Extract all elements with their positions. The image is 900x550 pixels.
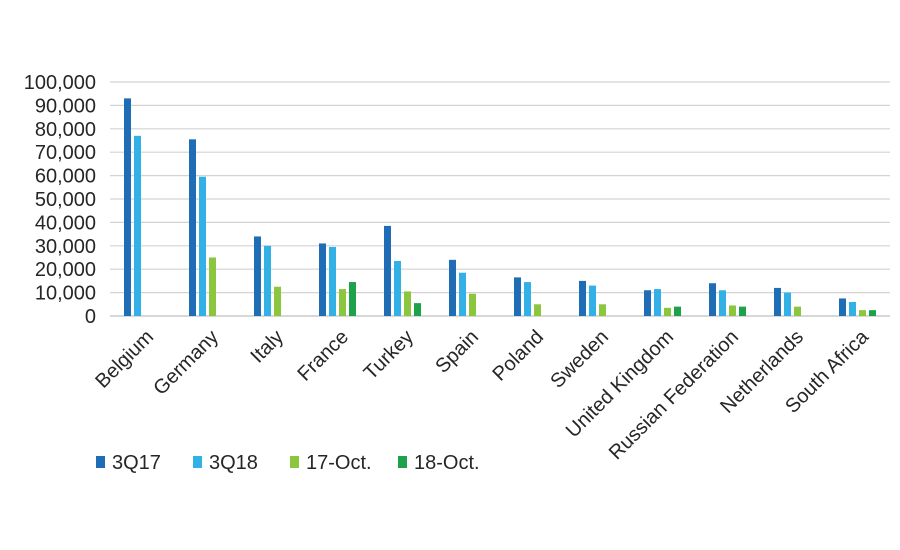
bar-17-oct-france (339, 289, 346, 316)
y-tick-label: 70,000 (35, 142, 96, 164)
bar-18-oct-russian-federation (739, 306, 746, 316)
bar-3q18-sweden (589, 285, 596, 316)
y-axis-tick-labels: 010,00020,00030,00040,00050,00060,00070,… (24, 72, 96, 328)
bar-3q18-germany (199, 176, 206, 316)
bar-3q18-turkey (394, 261, 401, 316)
bars (124, 98, 876, 316)
y-tick-label: 30,000 (35, 236, 96, 258)
bar-17-oct-russian-federation (729, 305, 736, 316)
bar-17-oct-spain (469, 293, 476, 316)
y-tick-label: 20,000 (35, 259, 96, 281)
bar-3q18-united-kingdom (654, 289, 661, 316)
bar-3q17-italy (254, 236, 261, 316)
bar-3q17-netherlands (774, 287, 781, 316)
y-tick-label: 0 (85, 306, 96, 328)
y-tick-label: 90,000 (35, 95, 96, 117)
bar-3q18-south-africa (849, 301, 856, 316)
legend-swatch (193, 456, 202, 468)
bar-17-oct-germany (209, 257, 216, 316)
bar-3q17-germany (189, 139, 196, 316)
x-category-label: France (293, 326, 353, 386)
bar-17-oct-south-africa (859, 310, 866, 316)
x-category-label: Spain (431, 326, 483, 378)
y-tick-label: 50,000 (35, 189, 96, 211)
y-tick-label: 100,000 (24, 72, 96, 94)
x-category-label: Germany (149, 326, 223, 400)
bar-18-oct-south-africa (869, 310, 876, 316)
y-tick-label: 60,000 (35, 166, 96, 188)
bar-3q17-russian-federation (709, 283, 716, 316)
bar-17-oct-italy (274, 286, 281, 316)
legend-label: 17-Oct. (306, 452, 372, 474)
y-tick-label: 10,000 (35, 283, 96, 305)
bar-17-oct-netherlands (794, 306, 801, 316)
bar-3q18-france (329, 246, 336, 316)
x-category-label: Turkey (360, 326, 418, 384)
bar-17-oct-united-kingdom (664, 307, 671, 316)
bar-18-oct-turkey (414, 303, 421, 316)
bar-18-oct-united-kingdom (674, 306, 681, 316)
x-category-label: Belgium (91, 326, 158, 393)
legend: 3Q17 3Q18 17-Oct. 18-Oct. (96, 452, 480, 474)
y-tick-label: 80,000 (35, 119, 96, 141)
bar-3q17-france (319, 243, 326, 316)
bar-3q18-netherlands (784, 292, 791, 316)
legend-swatch (290, 456, 299, 468)
bar-3q17-turkey (384, 225, 391, 316)
bar-3q17-spain (449, 259, 456, 316)
bar-3q18-italy (264, 245, 271, 316)
bar-3q18-poland (524, 282, 531, 316)
bar-3q18-russian-federation (719, 290, 726, 316)
legend-label: 18-Oct. (414, 452, 480, 474)
bar-3q17-south-africa (839, 298, 846, 316)
bar-3q18-belgium (134, 135, 141, 316)
legend-label: 3Q18 (209, 452, 258, 474)
bar-3q17-belgium (124, 98, 131, 316)
legend-label: 3Q17 (112, 452, 161, 474)
legend-swatch (398, 456, 407, 468)
bar-3q17-poland (514, 277, 521, 316)
bar-17-oct-sweden (599, 304, 606, 316)
x-category-label: Italy (247, 326, 288, 367)
bar-17-oct-turkey (404, 291, 411, 316)
gridlines (110, 81, 890, 317)
x-category-label: Sweden (546, 326, 613, 393)
bar-3q17-sweden (579, 280, 586, 316)
bar-3q17-united-kingdom (644, 290, 651, 316)
bar-3q18-spain (459, 272, 466, 316)
bar-18-oct-france (349, 282, 356, 316)
x-category-label: Poland (488, 326, 548, 386)
y-tick-label: 40,000 (35, 212, 96, 234)
bar-17-oct-poland (534, 304, 541, 316)
legend-swatch (96, 456, 105, 468)
